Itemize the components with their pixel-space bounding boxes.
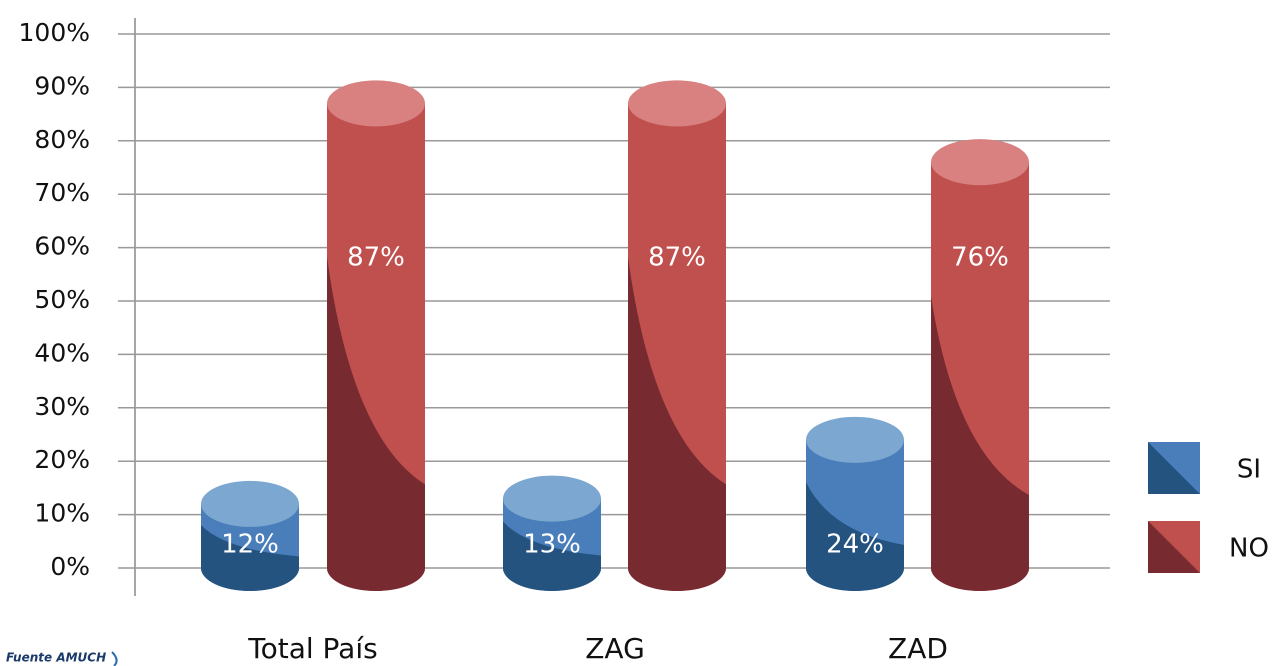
data-label: 24% <box>826 530 884 560</box>
logo-arc <box>111 651 118 666</box>
bar <box>503 475 601 591</box>
y-tick-label: 100% <box>19 18 90 47</box>
y-tick-label: 10% <box>34 499 90 528</box>
y-tick-label: 80% <box>34 125 90 154</box>
bar-shade <box>628 256 726 591</box>
legend-label: SI <box>1237 455 1261 485</box>
data-label: 12% <box>221 530 279 560</box>
bar-shade <box>327 256 425 591</box>
y-tick-label: 0% <box>50 552 90 581</box>
legend-label: NO <box>1229 534 1269 564</box>
y-tick-label: 60% <box>34 232 90 261</box>
bar-top <box>201 480 299 527</box>
bar-shade <box>503 521 601 591</box>
x-tick-label: Total País <box>247 632 377 665</box>
bar <box>327 80 425 592</box>
bar-shade <box>806 482 904 591</box>
y-tick-label: 20% <box>34 445 90 474</box>
bar-shade <box>201 525 299 591</box>
bar-shade <box>931 296 1029 591</box>
source: Fuente AMUCH <box>6 651 106 665</box>
y-tick-label: 70% <box>34 178 90 207</box>
bar <box>201 480 299 591</box>
bar <box>806 416 904 591</box>
bar-top <box>931 139 1029 186</box>
x-tick-label: ZAD <box>888 632 948 665</box>
y-tick-label: 30% <box>34 392 90 421</box>
x-tick-label: ZAG <box>585 632 645 665</box>
data-label: 13% <box>523 530 581 560</box>
data-label: 87% <box>648 243 706 273</box>
legend-swatch-shade <box>1148 442 1200 494</box>
y-tick-label: 40% <box>34 338 90 367</box>
bar-top <box>806 416 904 463</box>
bar-top <box>327 80 425 127</box>
data-label: 87% <box>347 243 405 273</box>
bar <box>628 80 726 592</box>
data-label: 76% <box>951 243 1009 273</box>
y-tick-label: 90% <box>34 71 90 100</box>
legend-swatch-shade <box>1148 521 1200 573</box>
bar-top <box>503 475 601 522</box>
bar-top <box>628 80 726 127</box>
bar <box>931 139 1029 591</box>
y-tick-label: 50% <box>34 285 90 314</box>
